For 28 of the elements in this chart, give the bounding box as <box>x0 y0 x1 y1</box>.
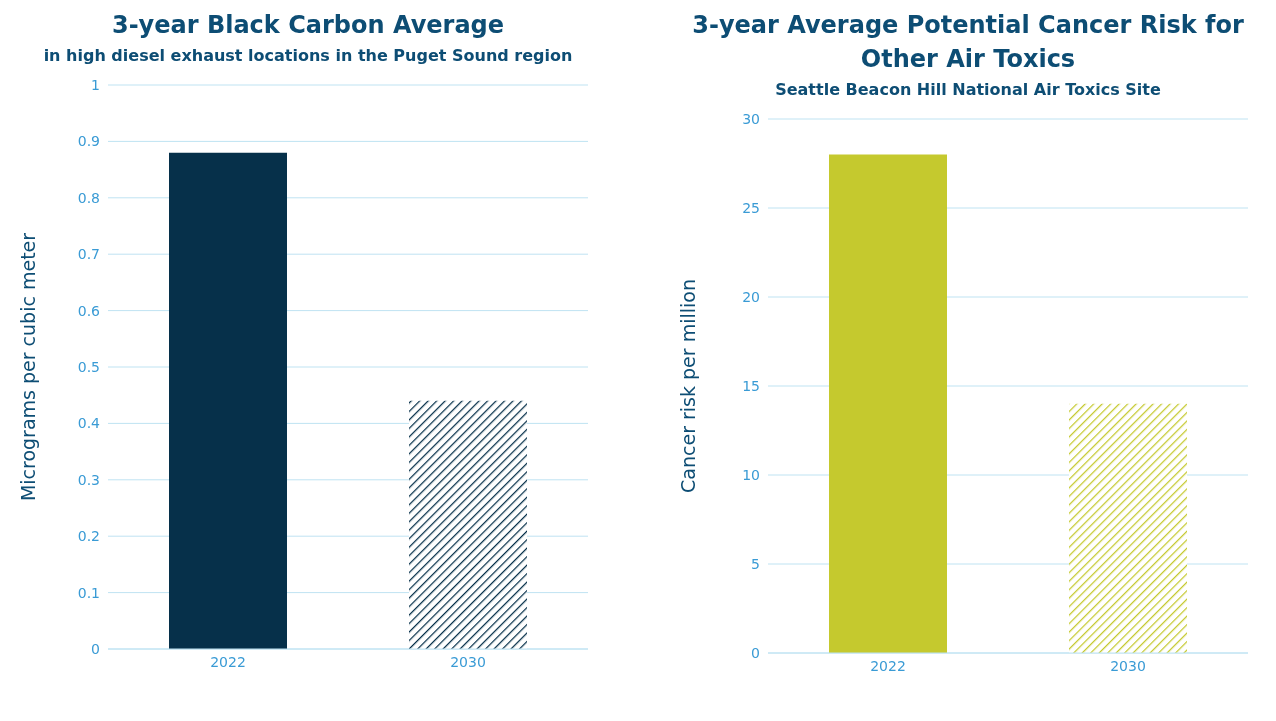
y-tick-label: 0.1 <box>77 584 100 601</box>
chart-title: 3-year Black Carbon Average <box>110 10 506 41</box>
y-tick-label: 0.5 <box>77 358 100 375</box>
x-tick-label: 2022 <box>210 653 246 670</box>
chart-title: 3-year Average Potential Cancer Risk for Other Air Toxics <box>691 10 1245 75</box>
y-tick-label: 5 <box>751 555 760 572</box>
y-tick-label: 0.3 <box>77 471 100 488</box>
y-tick-label: 15 <box>742 377 760 394</box>
y-tick-label: 10 <box>742 466 760 483</box>
chart-subtitle: in high diesel exhaust locations in the Puget Sound region <box>42 46 574 65</box>
y-tick-label: 20 <box>742 288 760 305</box>
y-tick-label: 25 <box>742 199 760 216</box>
chart-subtitle: Seattle Beacon Hill National Air Toxics Site <box>774 80 1162 99</box>
y-tick-label: 0 <box>91 640 100 657</box>
x-tick-label: 2030 <box>1110 657 1146 674</box>
y-tick-label: 30 <box>742 110 760 127</box>
y-axis-title: Cancer risk per million <box>676 279 699 493</box>
y-tick-label: 0.4 <box>77 415 101 432</box>
y-tick-label: 0.7 <box>77 246 100 263</box>
y-tick-label: 0.6 <box>77 302 101 319</box>
x-tick-label: 2022 <box>870 657 906 674</box>
y-tick-label: 0.2 <box>77 528 100 545</box>
y-tick-label: 0.8 <box>77 189 100 206</box>
y-tick-label: 0 <box>751 644 760 661</box>
x-tick-label: 2030 <box>450 653 486 670</box>
y-tick-label: 1 <box>91 76 100 93</box>
y-axis-title: Micrograms per cubic meter <box>16 232 39 502</box>
y-tick-label: 0.9 <box>77 133 100 150</box>
